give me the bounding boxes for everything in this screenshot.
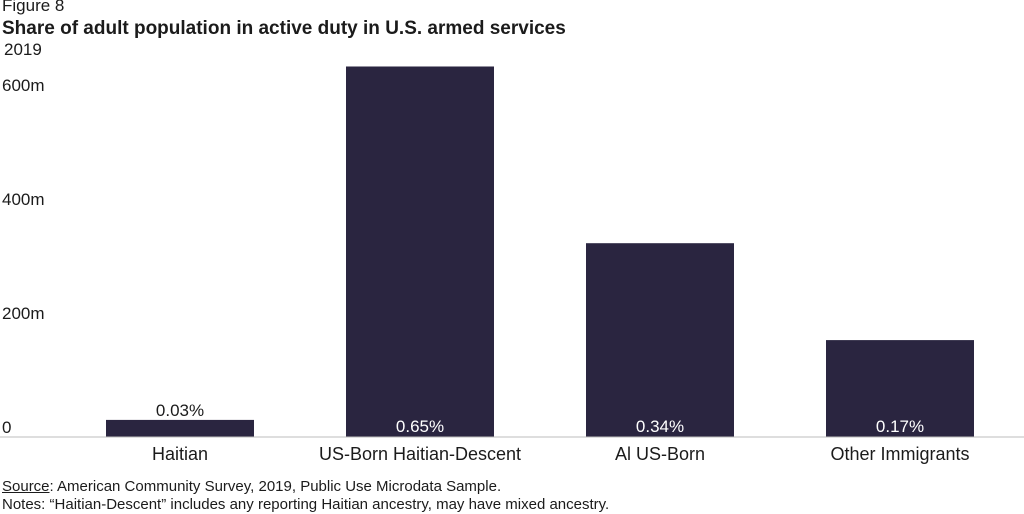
data-label: 0.34%	[636, 417, 684, 436]
bar	[106, 419, 254, 437]
bar-chart: 0 200m 400m 600m 0.03% 0.65% 0.34% 0.17% Haiti…	[0, 66, 1024, 464]
y-tick-label: 0	[2, 418, 11, 437]
bars: 0.03% 0.65% 0.34% 0.17%	[106, 66, 974, 438]
x-axis: Haitian US-Born Haitian-Descent Al US-Born…	[152, 444, 970, 464]
data-label: 0.65%	[396, 417, 444, 436]
source-text: : American Community Survey, 2019, Publi…	[49, 478, 502, 495]
data-label: 0.03%	[156, 401, 204, 420]
figure-label: Figure 8	[2, 0, 65, 15]
x-tick-label: Al US-Born	[615, 444, 705, 464]
bar	[826, 340, 974, 437]
y-axis: 0 200m 400m 600m	[2, 76, 45, 437]
source-label: Source	[2, 478, 50, 495]
y-tick-label: 600m	[2, 76, 45, 95]
x-tick-label: Haitian	[152, 444, 208, 464]
x-tick-label: US-Born Haitian-Descent	[319, 444, 521, 464]
y-tick-label: 200m	[2, 304, 45, 323]
y-tick-label: 400m	[2, 190, 45, 209]
x-tick-label: Other Immigrants	[830, 444, 969, 464]
chart-subtitle: 2019	[4, 40, 42, 59]
bar	[586, 243, 734, 437]
bar	[346, 66, 494, 438]
notes: Notes: “Haitian-Descent” includes any re…	[2, 496, 610, 513]
source-note: Source: American Community Survey, 2019,…	[2, 478, 501, 496]
data-label: 0.17%	[876, 417, 924, 436]
chart-title: Share of adult population in active duty…	[2, 18, 566, 39]
